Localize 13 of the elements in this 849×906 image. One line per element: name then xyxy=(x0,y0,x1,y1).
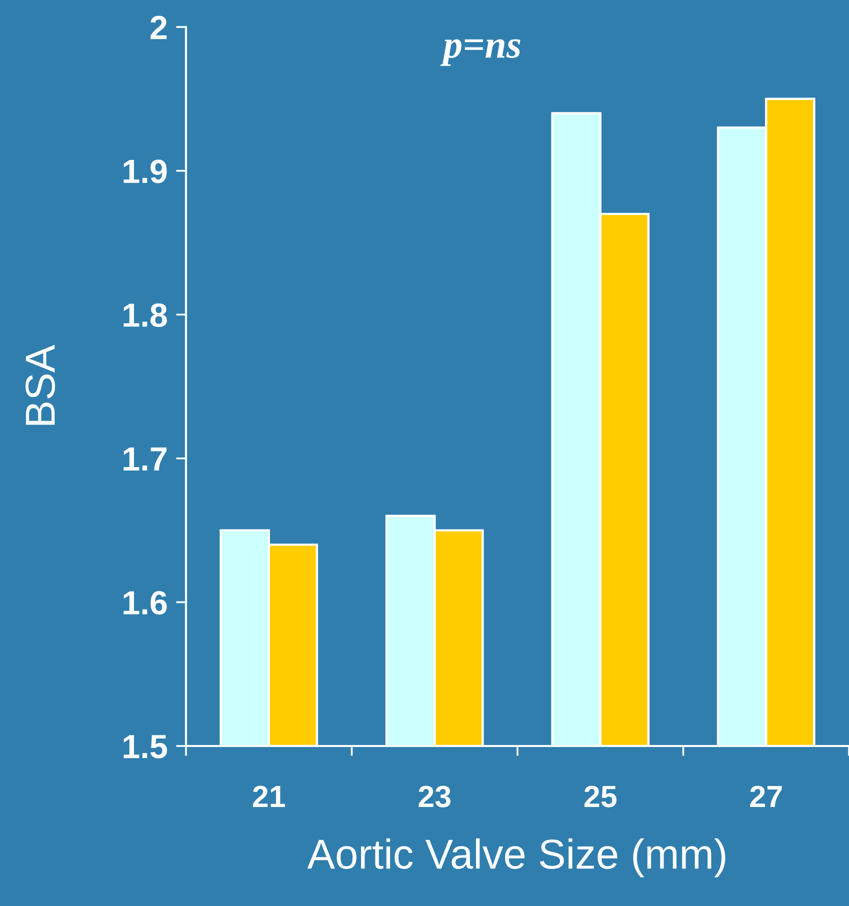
y-tick-label: 1.9 xyxy=(124,160,167,184)
x-axis-title: Aortic Valve Size (mm) xyxy=(307,838,726,878)
x-tick-label: 27 xyxy=(750,786,782,808)
y-tick-label: 1.5 xyxy=(124,735,168,758)
y-axis-title: BSA xyxy=(26,344,56,425)
y-tick-label: 2 xyxy=(150,16,167,40)
y-tick-label: 1.8 xyxy=(124,303,167,328)
x-tick-label: 21 xyxy=(252,786,286,808)
y-tick-label: 1.6 xyxy=(124,591,167,615)
y-tick-label: 1.7 xyxy=(124,448,166,470)
x-tick-label: 25 xyxy=(584,786,617,808)
x-tick-label: 23 xyxy=(418,786,451,808)
annotation: p=ns xyxy=(440,39,520,66)
